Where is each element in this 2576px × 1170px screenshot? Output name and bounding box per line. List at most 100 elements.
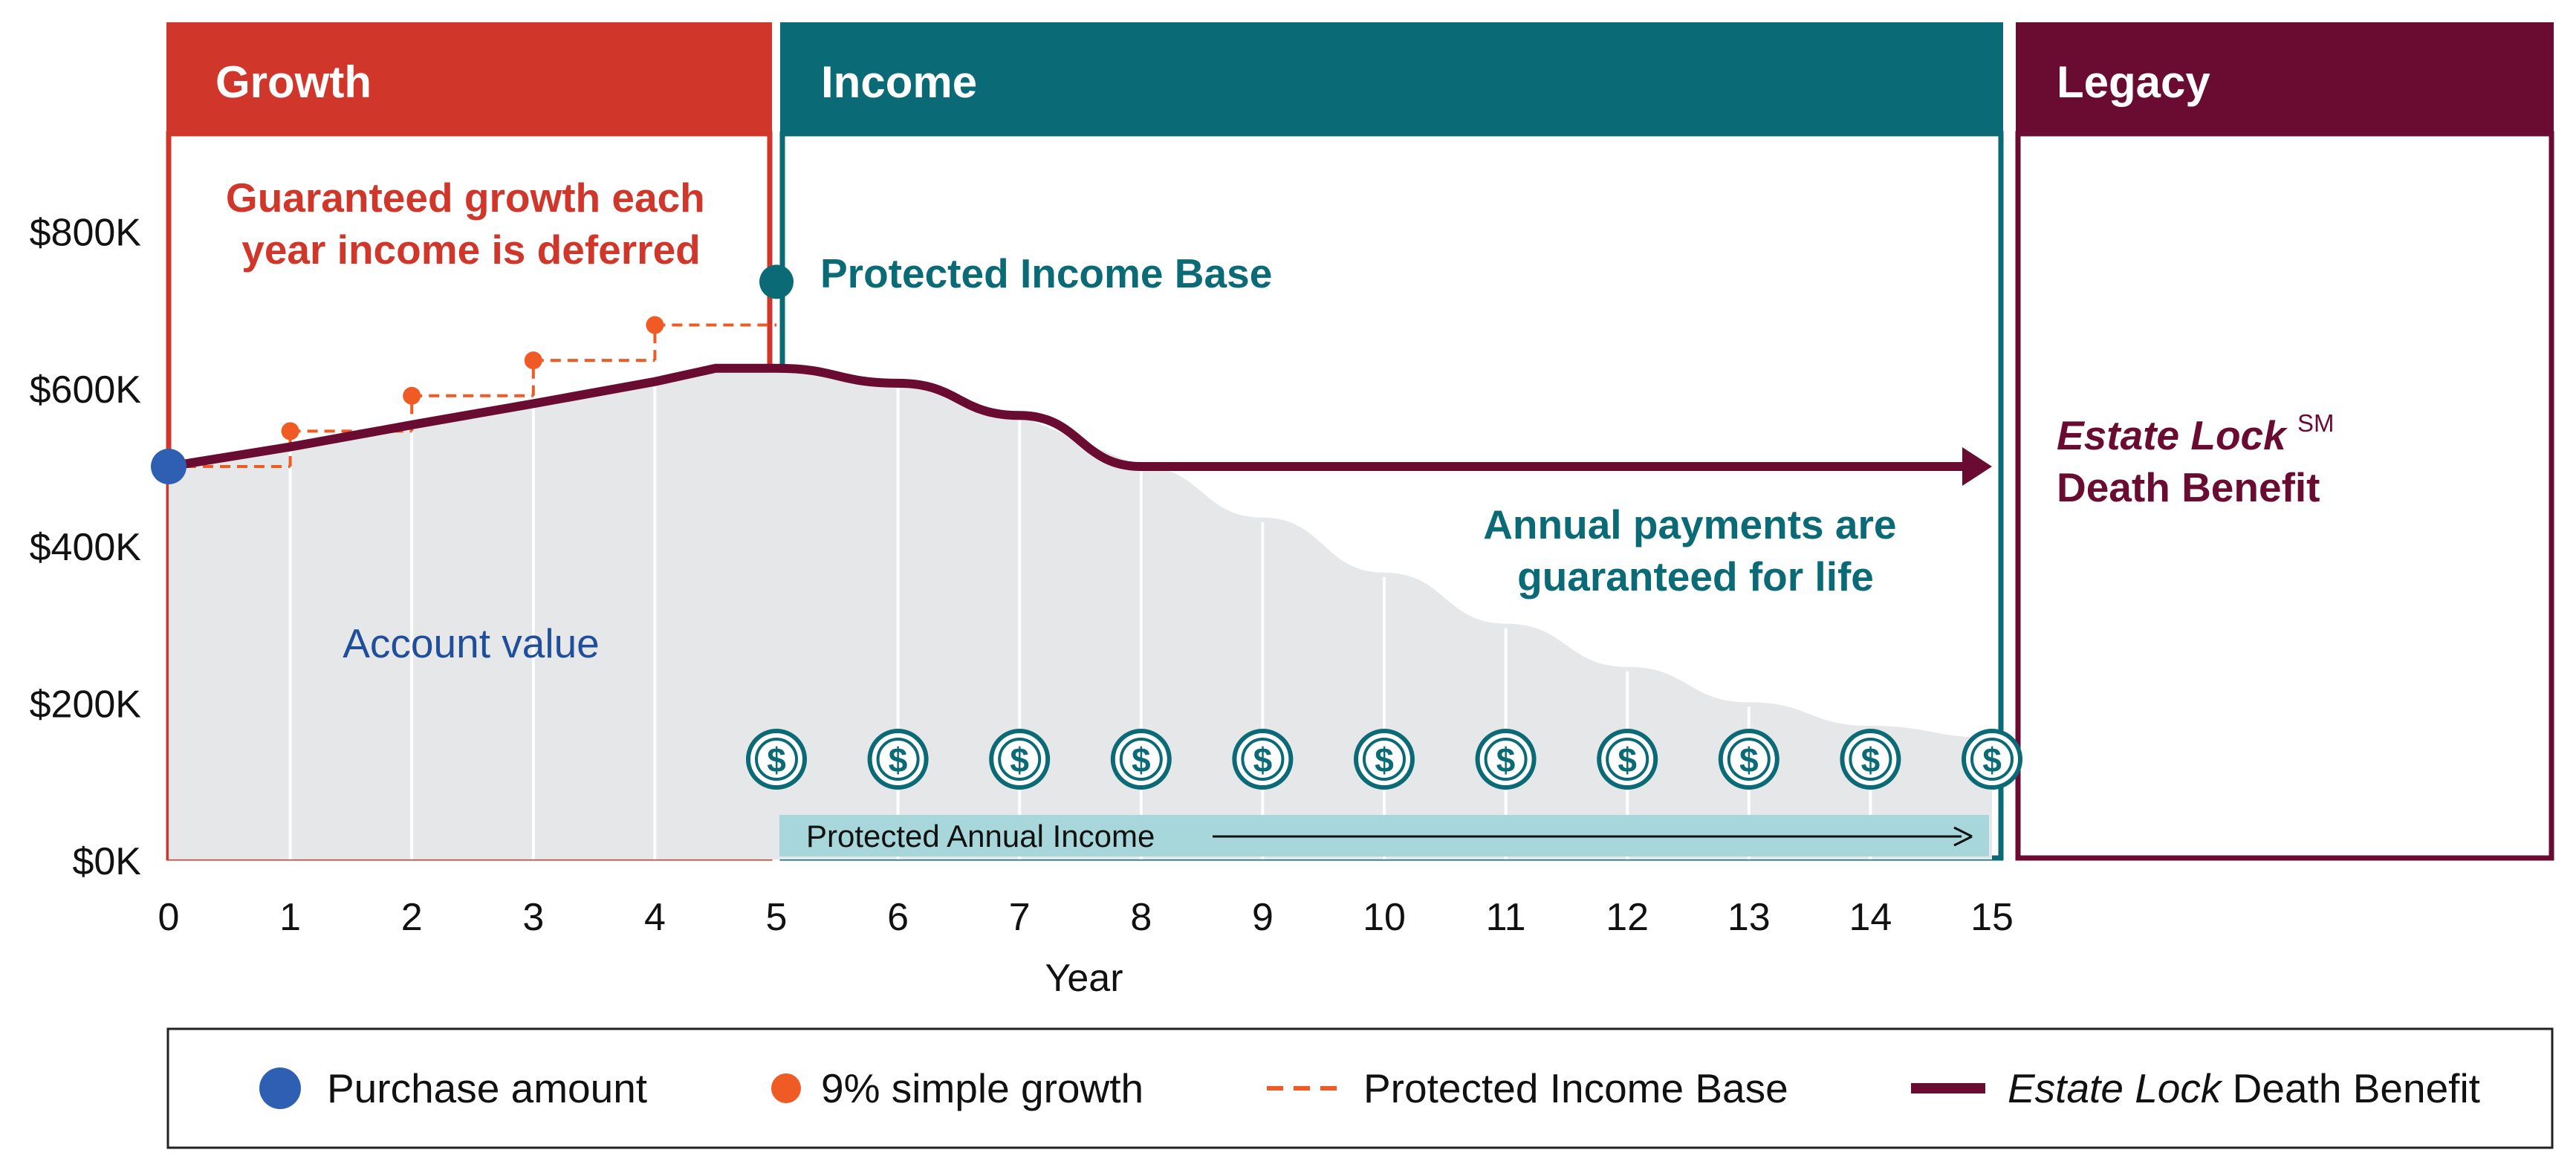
x-axis-label: Year (1045, 957, 1123, 1000)
protected-income-base-point (759, 264, 794, 299)
x-tick-label: 1 (279, 896, 301, 939)
growth-panel-header (166, 22, 772, 134)
payments-annotation: Annual payments are guaranteed for life (1483, 501, 1908, 599)
coin-inner-ring (1849, 738, 1892, 781)
dollar-coin-icon: $ (1840, 729, 1901, 790)
protected-income-base-label: Protected Income Base (820, 250, 1272, 296)
payments-annotation-line1: Annual payments are (1483, 501, 1896, 547)
x-tick-label: 15 (1970, 896, 2014, 939)
legend-death-label: Estate Lock Death Benefit (2008, 1065, 2480, 1111)
legend-base-label: Protected Income Base (1363, 1065, 1788, 1111)
y-tick-label: $400K (30, 526, 142, 569)
coin-dollar-sign: $ (1739, 741, 1759, 779)
coin-inner-ring (1241, 738, 1285, 781)
y-axis: $0K $200K $400K $600K $800K (30, 212, 142, 883)
legacy-panel-title: Legacy (2057, 57, 2210, 107)
coin-inner-ring (755, 738, 798, 781)
income-panel-title: Income (821, 57, 977, 107)
y-tick-label: $600K (30, 368, 142, 412)
death-benefit-line (168, 363, 1979, 471)
coin-inner-ring (1970, 738, 2014, 781)
x-tick-label: 4 (644, 896, 666, 939)
coin-dollar-sign: $ (1132, 741, 1151, 779)
y-tick-label: $800K (30, 212, 142, 255)
legend-death-rest: Death Benefit (2221, 1065, 2480, 1111)
x-tick-label: 9 (1252, 896, 1274, 939)
legend-growth-label: 9% simple growth (821, 1065, 1143, 1111)
legend-growth-marker (771, 1073, 801, 1103)
coin-dollar-sign: $ (889, 741, 908, 779)
growth-panel: Growth (166, 22, 773, 861)
x-tick-label: 7 (1009, 896, 1031, 939)
protected-annual-income-bar: Protected Annual Income (779, 815, 1989, 857)
growth-annotation-line2: year income is deferred (241, 227, 701, 273)
growth-point (646, 316, 664, 334)
income-panel-header (780, 22, 2003, 134)
growth-point (524, 351, 542, 370)
legend: Purchase amount 9% simple growth Protect… (166, 1027, 2554, 1149)
coin-inner-ring (1119, 738, 1163, 781)
x-tick-label: 2 (401, 896, 423, 939)
coin-inner-ring (876, 738, 920, 781)
growth-panel-title: Growth (215, 57, 372, 107)
x-tick-label: 0 (158, 896, 180, 939)
coin-inner-ring (1484, 738, 1528, 781)
y-tick-label: $200K (30, 683, 142, 726)
dollar-coin-icon: $ (1597, 729, 1658, 790)
legend-death-italic: Estate Lock (2008, 1065, 2223, 1111)
income-bar-label: Protected Annual Income (806, 819, 1155, 854)
dollar-coin-icon: $ (1232, 729, 1294, 790)
coin-inner-ring (1727, 738, 1771, 781)
coin-dollar-sign: $ (1496, 741, 1516, 779)
growth-point (281, 422, 299, 441)
coin-inner-ring (998, 738, 1042, 781)
x-tick-label: 13 (1727, 896, 1771, 939)
coin-inner-ring (1606, 738, 1649, 781)
dollar-coin-icon: $ (1354, 729, 1415, 790)
legend-box (166, 1027, 2554, 1149)
estate-lock-name: Estate Lock (2057, 412, 2288, 458)
x-tick-label: 10 (1363, 896, 1406, 939)
coin-dollar-sign: $ (1861, 741, 1881, 779)
x-tick-label: 14 (1849, 896, 1892, 939)
x-tick-label: 11 (1486, 896, 1526, 939)
death-benefit-label: Death Benefit (2057, 464, 2320, 510)
dollar-coin-icon: $ (746, 729, 807, 790)
income-panel: Income (779, 22, 2004, 861)
coin-dollar-sign: $ (1618, 741, 1637, 779)
coin-dollar-sign: $ (1982, 741, 2002, 779)
coin-dollar-sign: $ (1375, 741, 1394, 779)
purchase-point (151, 449, 186, 484)
dollar-coin-icon: $ (867, 729, 929, 790)
dollar-coin-icon: $ (989, 729, 1051, 790)
coin-dollar-sign: $ (767, 741, 786, 779)
legacy-panel-border (2015, 131, 2554, 861)
coin-inner-ring (1363, 738, 1406, 781)
x-tick-label: 5 (766, 896, 788, 939)
dollar-coin-icon: $ (1962, 729, 2022, 790)
estate-lock-sup: SM (2297, 409, 2335, 437)
legacy-panel: Legacy (2015, 22, 2554, 861)
death-benefit-arrowhead (1962, 447, 1992, 486)
y-tick-label: $0K (72, 840, 141, 883)
x-axis: 0 1 2 3 4 5 6 7 8 9 10 11 12 13 14 15 (158, 896, 2014, 939)
account-value-label: Account value (343, 620, 600, 666)
account-value-area (169, 368, 1992, 859)
income-bar-arrowhead (1953, 826, 1973, 847)
plot-area: Protected Annual Income $ $ $ $ $ $ $ $ $ $ $ (151, 264, 2022, 859)
coin-dollar-sign: $ (1010, 741, 1029, 779)
coin-dollar-sign: $ (1253, 741, 1273, 779)
x-tick-label: 8 (1130, 896, 1152, 939)
x-tick-label: 6 (887, 896, 909, 939)
growth-annotation-line1: Guaranteed growth each (226, 175, 705, 221)
legend-purchase-label: Purchase amount (327, 1065, 647, 1111)
estate-lock-label: Estate Lock SM (2057, 409, 2335, 458)
x-tick-label: 3 (522, 896, 544, 939)
growth-point (403, 386, 421, 405)
legacy-panel-header (2016, 22, 2554, 134)
payments-annotation-line2: guaranteed for life (1517, 553, 1874, 599)
legend-purchase-marker (259, 1067, 301, 1109)
dollar-coin-icon: $ (1718, 729, 1779, 790)
growth-annotation: Guaranteed growth each year income is de… (226, 175, 716, 273)
